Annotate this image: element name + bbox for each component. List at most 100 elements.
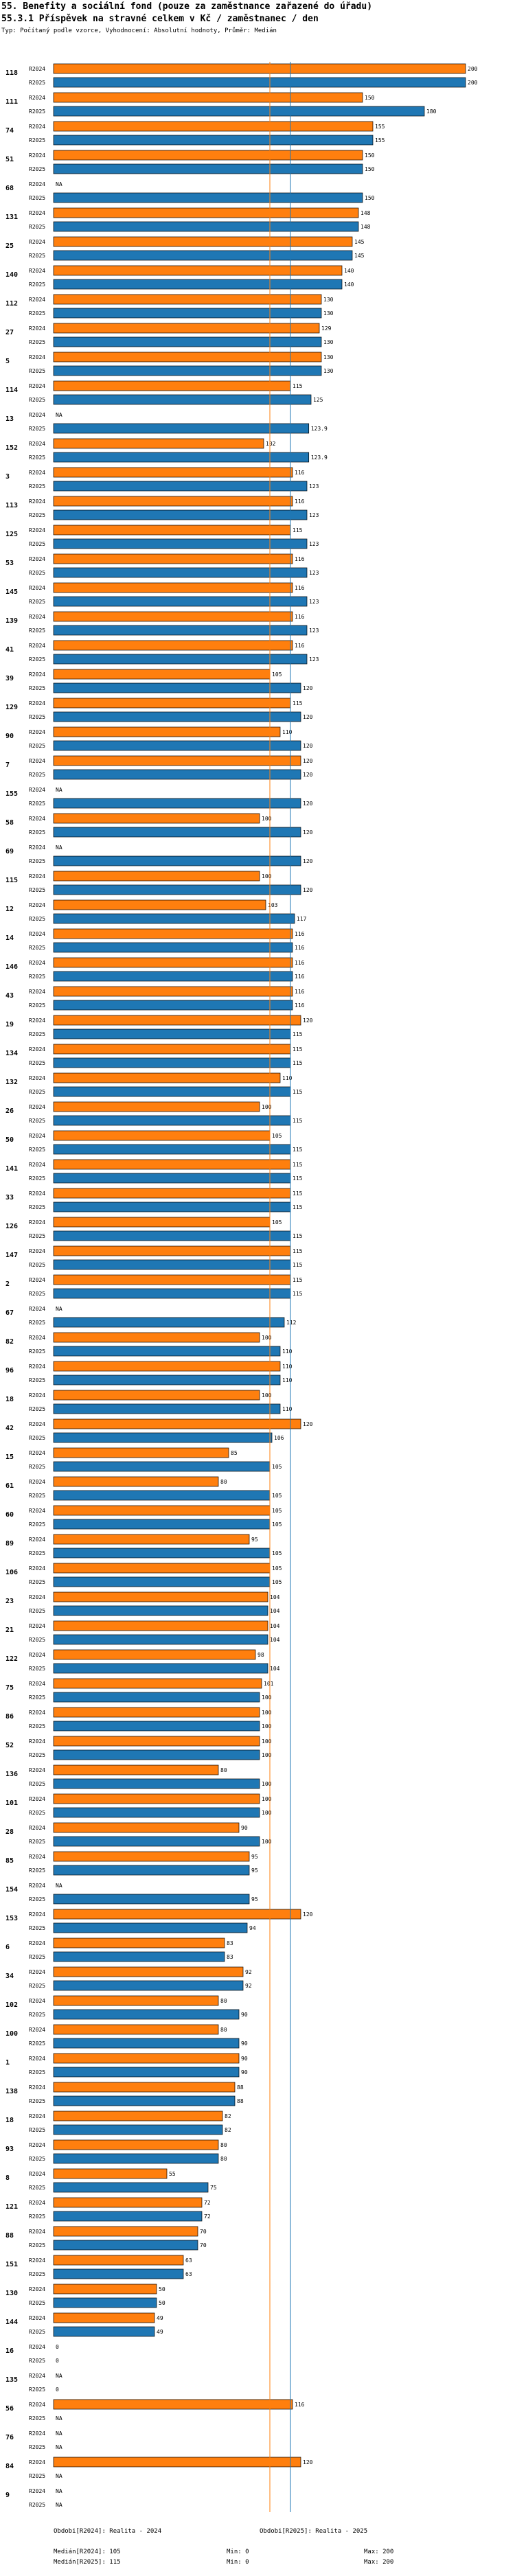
value-label-2025: 63: [185, 2271, 192, 2277]
category-label: 50: [5, 1136, 14, 1144]
value-label-2024: 105: [272, 1565, 282, 1572]
value-label-2025: 90: [241, 2012, 248, 2018]
value-label-2025: 123.9: [311, 455, 328, 461]
bar-2024: [53, 265, 343, 276]
category-label: 126: [5, 1223, 18, 1230]
value-label-2024: 140: [344, 268, 354, 274]
series-label-2024: R2024: [29, 1450, 45, 1456]
series-label-2025: R2025: [29, 772, 45, 778]
value-label-2025: 115: [293, 1291, 303, 1297]
bar-2024: [53, 1188, 291, 1199]
bar-2025: [53, 1144, 291, 1155]
category-label: 86: [5, 1713, 14, 1721]
value-label-2025: 155: [375, 137, 385, 143]
bar-2025: [53, 2182, 209, 2193]
series-label-2025: R2025: [29, 2444, 45, 2450]
category-label: 69: [5, 848, 14, 855]
bar-2024: [53, 2255, 184, 2266]
value-label-2025: 180: [426, 108, 437, 115]
bar-2024: [53, 1649, 256, 1660]
bar-2024: [53, 1937, 225, 1948]
series-label-2024: R2024: [29, 844, 45, 851]
value-label-2024: 116: [295, 585, 305, 591]
bar-2024: [53, 1130, 271, 1141]
series-label-2024: R2024: [29, 729, 45, 735]
value-label-2025: 100: [262, 1723, 272, 1729]
series-label-2024: R2024: [29, 2315, 45, 2321]
series-label-2024: R2024: [29, 2056, 45, 2062]
category-label: 51: [5, 156, 14, 163]
bar-2024: [53, 2284, 157, 2295]
category-label: 33: [5, 1194, 14, 1201]
value-label-2024: 110: [282, 1364, 293, 1370]
series-label-2025: R2025: [29, 1147, 45, 1153]
value-label-2025: 75: [210, 2185, 217, 2191]
bar-2025: [53, 1548, 271, 1559]
bar-2025: [53, 855, 301, 866]
series-label-2024: R2024: [29, 1911, 45, 1918]
bar-2025: [53, 971, 293, 982]
category-label: 114: [5, 387, 18, 394]
category-label: 53: [5, 560, 14, 567]
bar-2024: [53, 438, 264, 449]
bar-2025: [53, 135, 374, 146]
category-label: 106: [5, 1569, 18, 1576]
series-label-2024: R2024: [29, 1421, 45, 1427]
series-label-2025: R2025: [29, 1060, 45, 1066]
series-label-2024: R2024: [29, 2027, 45, 2033]
series-label-2024: R2024: [29, 210, 45, 216]
category-label: 3: [5, 473, 10, 481]
bar-2025: [53, 1346, 281, 1357]
value-label-2025: 0: [56, 2387, 59, 2393]
bar-2024: [53, 2111, 223, 2121]
bar-2025: [53, 654, 308, 665]
bar-2024: [53, 1995, 219, 2006]
bar-2024: [53, 726, 281, 737]
category-label: 115: [5, 877, 18, 884]
bar-2025: [53, 1490, 271, 1501]
value-label-2025: 120: [303, 685, 313, 691]
category-label: 129: [5, 704, 18, 711]
category-label: 9: [5, 2492, 10, 2499]
bar-2024: [53, 207, 359, 218]
bar-2024: [53, 1851, 250, 1862]
value-label-2024: NA: [56, 1883, 62, 1889]
value-label-2024: 104: [270, 1623, 280, 1629]
bar-2024: [53, 1534, 250, 1545]
value-label-2025: 150: [365, 166, 375, 172]
value-label-2024: 129: [321, 325, 332, 332]
series-label-2024: R2024: [29, 66, 45, 72]
value-label-2025: 150: [365, 195, 375, 201]
series-label-2025: R2025: [29, 1983, 45, 1989]
series-label-2024: R2024: [29, 1277, 45, 1283]
value-label-2025: 200: [468, 80, 478, 86]
series-label-2024: R2024: [29, 383, 45, 389]
category-label: 89: [5, 1540, 14, 1548]
value-label-2024: 80: [220, 2027, 227, 2033]
value-label-2025: 125: [313, 397, 323, 403]
bar-2024: [53, 294, 322, 305]
bar-2025: [53, 2009, 240, 2020]
series-label-2024: R2024: [29, 441, 45, 447]
bar-2024: [53, 1909, 301, 1920]
series-label-2025: R2025: [29, 2473, 45, 2479]
series-label-2025: R2025: [29, 2415, 45, 2422]
bar-2025: [53, 2268, 184, 2279]
series-label-2024: R2024: [29, 239, 45, 245]
series-label-2025: R2025: [29, 1406, 45, 1412]
bar-2025: [53, 1173, 291, 1184]
category-label: 8: [5, 2174, 10, 2182]
series-label-2024: R2024: [29, 556, 45, 562]
value-label-2024: 200: [468, 66, 478, 72]
series-label-2025: R2025: [29, 310, 45, 317]
value-label-2025: NA: [56, 2473, 62, 2479]
value-label-2025: 115: [293, 1060, 303, 1066]
value-label-2025: 100: [262, 1839, 272, 1845]
series-label-2025: R2025: [29, 1550, 45, 1556]
value-label-2024: NA: [56, 181, 62, 187]
value-label-2024: NA: [56, 1306, 62, 1312]
footer-median-2025: Medián[R2025]: 115: [54, 2559, 121, 2566]
series-label-2024: R2024: [29, 1306, 45, 1312]
value-label-2024: 102: [266, 441, 276, 447]
